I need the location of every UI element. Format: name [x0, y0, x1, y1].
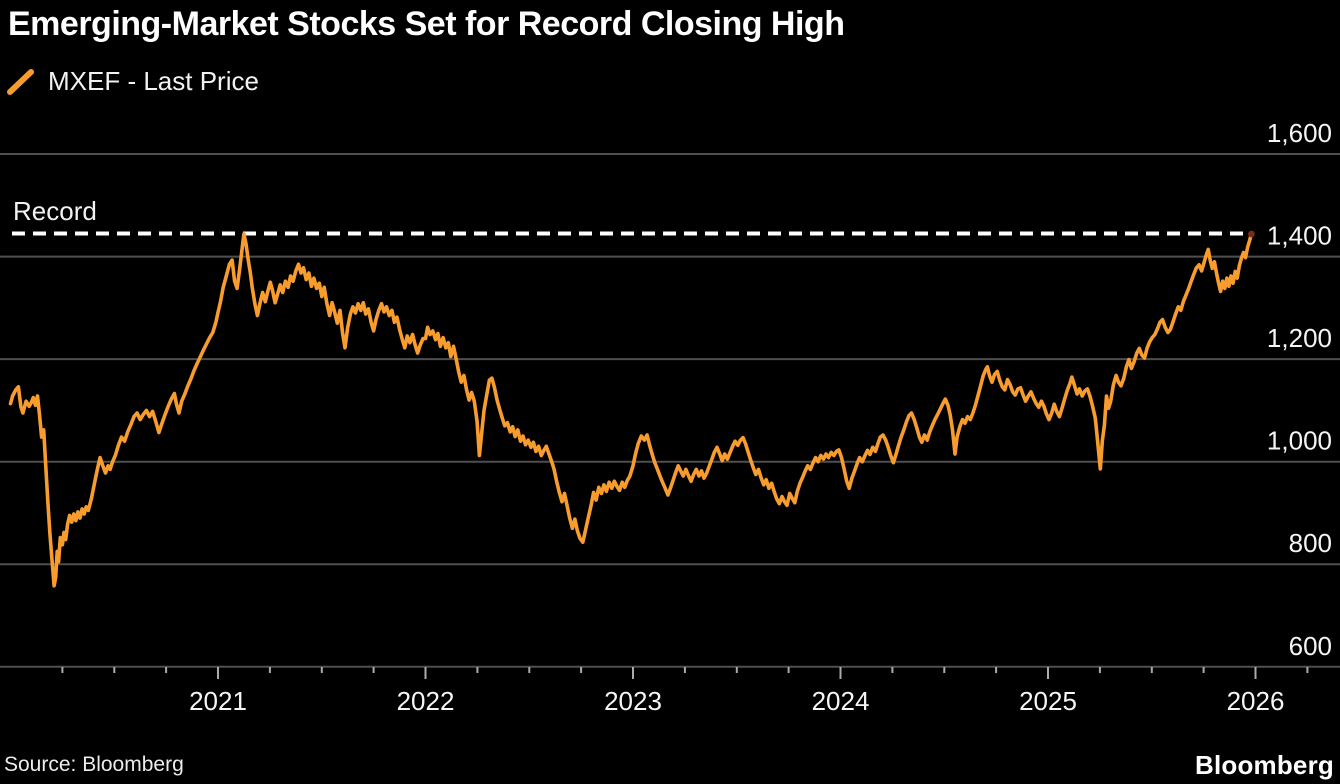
x-axis-label: 2024 — [812, 686, 870, 716]
x-axis-label: 2021 — [189, 686, 247, 716]
y-axis-label: 1,200 — [1267, 323, 1332, 353]
source-note: Source: Bloomberg — [4, 753, 184, 776]
bloomberg-logo: Bloomberg — [1194, 750, 1334, 780]
y-axis-label: 800 — [1289, 528, 1332, 558]
legend-line-swatch-icon — [7, 68, 34, 95]
last-price-dot — [1248, 230, 1255, 238]
chart-title: Emerging-Market Stocks Set for Record Cl… — [8, 5, 845, 43]
legend-label: MXEF - Last Price — [48, 66, 259, 96]
y-axis-label: 600 — [1289, 631, 1332, 661]
legend: MXEF - Last Price — [6, 66, 259, 97]
y-axis-label: 1,400 — [1267, 221, 1332, 251]
y-axis-label: 1,600 — [1267, 118, 1332, 148]
x-axis-label: 2025 — [1019, 686, 1077, 716]
record-annotation: Record — [13, 196, 97, 226]
y-axis-label: 1,000 — [1267, 426, 1332, 456]
x-axis-label: 2022 — [397, 686, 455, 716]
x-axis-label: 2026 — [1227, 686, 1285, 716]
x-axis-label: 2023 — [604, 686, 662, 716]
price-line — [8, 232, 1254, 588]
